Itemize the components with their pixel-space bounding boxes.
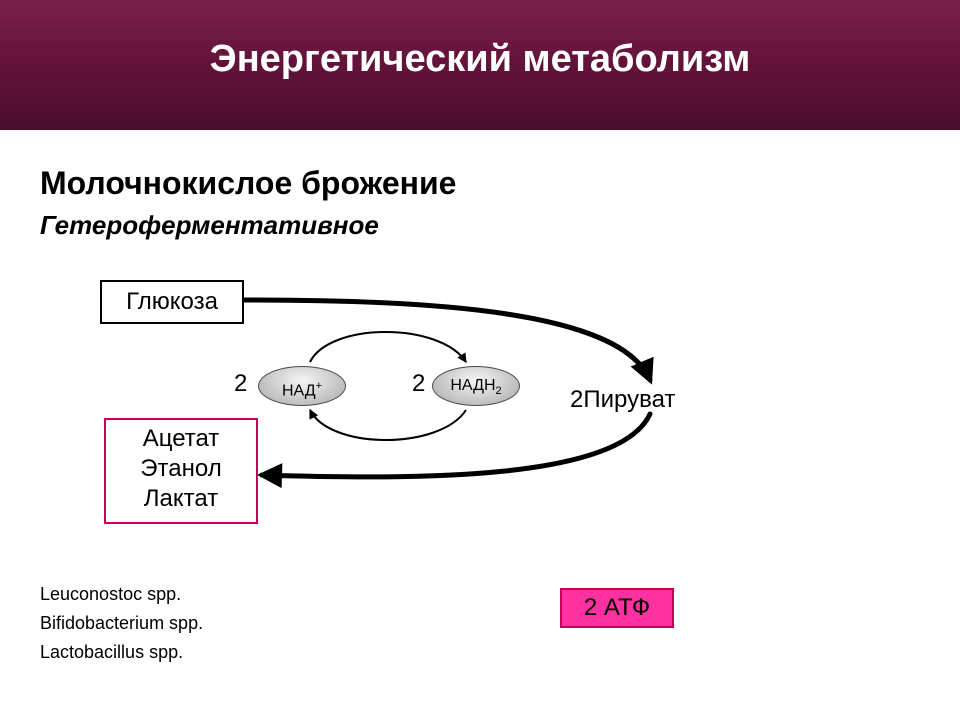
product-line-2: Этанол: [106, 454, 256, 484]
slide-title: Энергетический метаболизм: [0, 38, 960, 81]
section-title: Молочнокислое брожение: [40, 165, 456, 202]
nad-label: НАД: [282, 382, 316, 399]
section-subtitle: Гетероферментативное: [40, 210, 379, 241]
organisms-list: Leuconostoc spp. Bifidobacterium spp. La…: [40, 580, 203, 666]
products-box: Ацетат Этанол Лактат: [104, 418, 258, 524]
product-line-3: Лактат: [106, 484, 256, 514]
nadh-label: НАДН: [450, 377, 495, 394]
nad-sup: +: [316, 380, 322, 392]
slide-stage: Энергетический метаболизм Молочнокислое …: [0, 0, 960, 720]
nadh-sub: 2: [496, 385, 502, 397]
pyruvate-label: 2Пируват: [570, 386, 675, 414]
organism-3: Lactobacillus spp.: [40, 638, 203, 667]
atp-box: 2 АТФ: [560, 588, 674, 628]
nad-coefficient: 2: [234, 370, 247, 398]
arrow-cycle-bottom: [310, 410, 466, 440]
glucose-box: Глюкоза: [100, 280, 244, 324]
glucose-label: Глюкоза: [126, 288, 218, 315]
organism-2: Bifidobacterium spp.: [40, 609, 203, 638]
nadh-ellipse: НАДН2: [432, 366, 520, 406]
atp-label: 2 АТФ: [584, 594, 650, 621]
nad-ellipse: НАД+: [258, 366, 346, 406]
arrow-cycle-top: [310, 332, 466, 362]
organism-1: Leuconostoc spp.: [40, 580, 203, 609]
arrow-pyruvate-to-products: [262, 414, 650, 477]
nadh-coefficient: 2: [412, 370, 425, 398]
product-line-1: Ацетат: [106, 424, 256, 454]
